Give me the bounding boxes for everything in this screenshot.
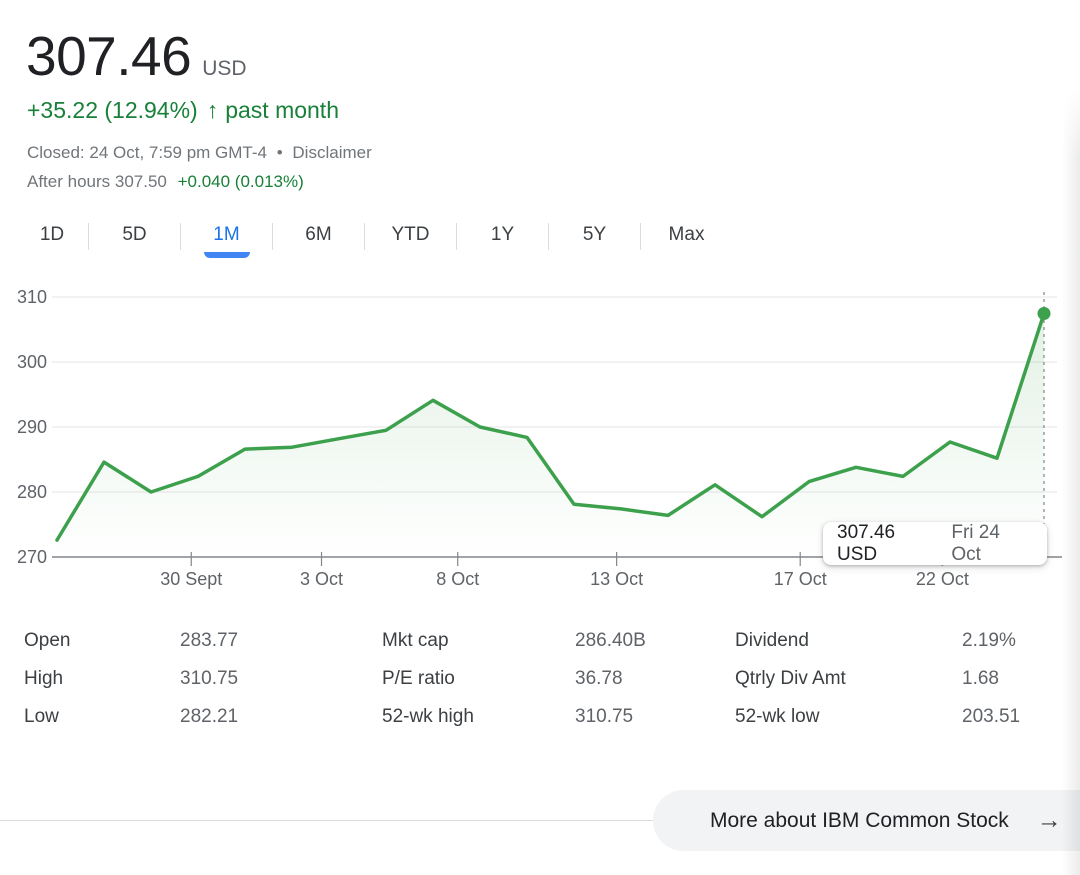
tab-divider <box>640 223 641 250</box>
tab-label: 1Y <box>490 224 515 245</box>
tab-label: 5Y <box>582 224 607 245</box>
tab-label: 6M <box>305 224 332 245</box>
stat-value: 36.78 <box>575 668 623 689</box>
x-axis-label: 13 Oct <box>590 569 643 589</box>
y-axis-label: 280 <box>17 482 47 502</box>
tab-divider <box>364 223 365 250</box>
tab-divider <box>180 223 181 250</box>
tab-6m[interactable]: 6M <box>273 222 364 258</box>
tab-divider <box>548 223 549 250</box>
x-axis-label: 17 Oct <box>774 569 827 589</box>
tab-label: 5D <box>122 224 147 245</box>
more-about-label: More about IBM Common Stock <box>710 808 1009 832</box>
y-axis-label: 270 <box>17 547 47 567</box>
tab-1y[interactable]: 1Y <box>457 222 548 258</box>
tab-label: YTD <box>391 224 430 245</box>
tab-label: Max <box>668 224 705 245</box>
after-hours-change: +0.040 (0.013%) <box>177 172 304 191</box>
market-status-row: Closed: 24 Oct, 7:59 pm GMT-4 • Disclaim… <box>27 143 372 163</box>
tab-1d[interactable]: 1D <box>16 222 88 258</box>
price-row: 307.46 USD <box>26 26 247 86</box>
price-line <box>55 311 1046 542</box>
stat-label: Mkt cap <box>382 630 449 651</box>
up-arrow-icon: ↑ <box>206 97 219 123</box>
tab-label: 1D <box>39 224 65 245</box>
stock-price: 307.46 <box>26 25 192 87</box>
tooltip-price: 307.46 USD <box>837 521 896 565</box>
stat-value: 310.75 <box>575 706 634 727</box>
y-axis-label: 300 <box>17 352 47 372</box>
stat-label: High <box>24 668 64 689</box>
stat-value: 283.77 <box>180 630 239 651</box>
closed-text: Closed: 24 Oct, 7:59 pm GMT-4 <box>27 143 267 162</box>
stat-label: Qtrly Div Amt <box>735 668 846 689</box>
last-price-dot <box>1037 307 1051 321</box>
stat-label: Low <box>24 706 59 727</box>
price-change: +35.22 (12.94%) <box>27 97 198 123</box>
stat-label: 52-wk high <box>382 706 474 727</box>
stat-value: 286.40B <box>575 630 646 651</box>
after-hours-text: After hours 307.50 <box>27 172 167 191</box>
y-axis-label: 310 <box>17 287 47 307</box>
tab-1m[interactable]: 1M <box>181 222 272 258</box>
stat-value: 282.21 <box>180 706 239 727</box>
currency-label: USD <box>202 57 247 80</box>
chart-tooltip: 307.46 USD Fri 24 Oct <box>823 522 1047 565</box>
key-stats-table: Open 283.77 Mkt cap 286.40B Dividend 2.19% Hig… <box>24 622 1056 736</box>
x-axis-label: 8 Oct <box>436 569 479 589</box>
time-range-tabs: 1D 5D 1M 6M YTD 1Y 5Y Max <box>16 222 732 258</box>
price-change-row: +35.22 (12.94%) ↑ past month <box>27 97 339 124</box>
stat-value: 310.75 <box>180 668 239 689</box>
tab-ytd[interactable]: YTD <box>365 222 456 258</box>
tooltip-date: Fri 24 Oct <box>951 521 1000 565</box>
stat-value: 2.19% <box>962 630 1016 651</box>
tab-divider <box>88 223 89 250</box>
tab-divider <box>456 223 457 250</box>
y-axis-label: 290 <box>17 417 47 437</box>
footer-divider <box>0 820 654 821</box>
after-hours-row: After hours 307.50 +0.040 (0.013%) <box>27 172 304 192</box>
tab-max[interactable]: Max <box>641 222 732 258</box>
separator-dot: • <box>276 143 283 162</box>
price-area-fill <box>57 313 1044 557</box>
x-axis-label: 22 Oct <box>916 569 969 589</box>
disclaimer-link[interactable]: Disclaimer <box>292 143 372 162</box>
more-about-button[interactable]: More about IBM Common Stock → <box>653 790 1080 851</box>
right-arrow-icon: → <box>1036 806 1062 834</box>
stat-value: 203.51 <box>962 706 1021 727</box>
active-tab-underline <box>203 252 250 258</box>
tab-label: 1M <box>213 224 240 245</box>
tab-divider <box>272 223 273 250</box>
stat-value: 1.68 <box>962 668 999 689</box>
stat-label: P/E ratio <box>382 668 455 689</box>
x-axis-label: 30 Sept <box>160 569 222 589</box>
stat-label: Open <box>24 630 71 651</box>
stat-label: 52-wk low <box>735 706 820 727</box>
change-period: past month <box>225 97 339 123</box>
x-axis-label: 3 Oct <box>300 569 343 589</box>
stat-label: Dividend <box>735 630 809 651</box>
tab-5y[interactable]: 5Y <box>549 222 640 258</box>
tab-5d[interactable]: 5D <box>89 222 180 258</box>
